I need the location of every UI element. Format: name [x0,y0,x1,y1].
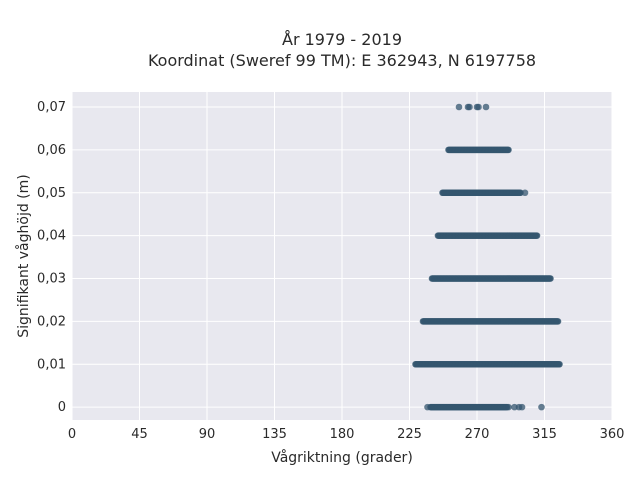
data-point [554,318,562,325]
point-band [419,318,562,325]
data-point [521,189,529,197]
point-band [445,146,512,154]
data-point [475,103,482,111]
data-points [412,103,563,411]
x-tick-label: 180 [330,427,355,442]
data-point [424,403,431,411]
data-point [466,103,473,111]
y-axis-ticks: 0 0,01 0,02 0,03 0,04 0,05 0,06 0,07 [37,100,66,415]
x-tick-label: 315 [532,427,557,442]
point-band [439,189,529,197]
data-point [547,275,554,282]
y-tick-label: 0,07 [37,100,66,115]
x-axis-label: Vågriktning (grader) [271,449,413,466]
y-tick-label: 0 [58,400,66,415]
data-point [505,146,512,154]
point-band [412,360,563,368]
x-tick-label: 270 [465,427,490,442]
y-tick-label: 0,01 [37,357,66,372]
point-band [424,403,545,411]
y-tick-label: 0,02 [37,314,66,329]
x-tick-label: 45 [131,427,148,442]
x-tick-label: 135 [262,427,287,442]
y-axis-label: Signifikant våghöjd (m) [15,174,32,337]
x-tick-label: 360 [600,427,625,442]
x-tick-label: 225 [397,427,422,442]
data-point [518,403,526,411]
y-tick-label: 0,03 [37,272,66,287]
y-tick-label: 0,04 [37,229,66,244]
data-point [482,103,490,111]
chart-title-line-1: År 1979 - 2019 [282,30,402,49]
point-band [455,103,490,111]
x-axis-ticks: 0 45 90 135 180 225 270 315 360 [68,427,625,442]
y-tick-label: 0,05 [37,186,66,201]
chart-title-line-2: Koordinat (Sweref 99 TM): E 362943, N 61… [148,51,536,70]
data-point [533,232,541,239]
y-tick-label: 0,06 [37,143,66,158]
data-point [538,403,545,411]
data-point [505,403,512,411]
point-band [428,275,554,282]
x-tick-label: 90 [199,427,216,442]
data-point [556,360,563,368]
x-tick-label: 0 [68,427,76,442]
data-point [455,103,463,111]
point-band [434,232,541,239]
